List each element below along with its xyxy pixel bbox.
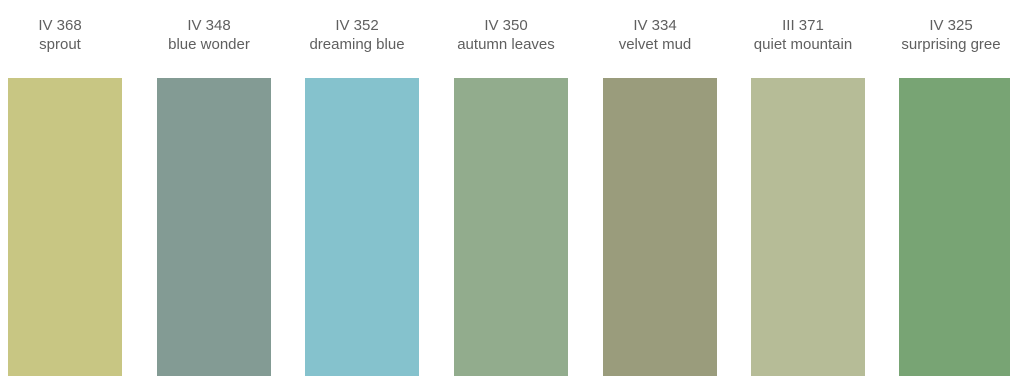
swatch-chip — [751, 78, 865, 376]
swatch-chip — [8, 78, 122, 376]
swatch-name: sprout — [39, 36, 81, 53]
swatch-3: IV 352 dreaming blue — [297, 0, 445, 376]
swatch-code: IV 348 — [187, 17, 231, 34]
swatch-code: IV 352 — [335, 17, 379, 34]
swatch-code: III 371 — [782, 17, 824, 34]
swatch-name: velvet mud — [618, 36, 692, 53]
swatch-4: IV 350 autumn leaves — [446, 0, 594, 376]
swatch-chip — [157, 78, 271, 376]
swatch-name: quiet mountain — [753, 36, 853, 53]
swatch-1: IV 368 sprout — [0, 0, 148, 376]
swatch-6: III 371 quiet mountain — [743, 0, 891, 376]
swatch-7: IV 325 surprising gree — [891, 0, 1010, 376]
swatch-code: IV 368 — [38, 17, 82, 34]
swatch-name: dreaming blue — [309, 36, 405, 53]
swatch-name: surprising gree — [901, 36, 1001, 53]
swatch-chip — [305, 78, 419, 376]
swatch-chip — [899, 78, 1010, 376]
swatch-chip — [603, 78, 717, 376]
swatch-code: IV 334 — [633, 17, 677, 34]
swatch-name: blue wonder — [168, 36, 250, 53]
swatch-code: IV 350 — [484, 17, 528, 34]
swatch-name: autumn leaves — [457, 36, 555, 53]
swatch-5: IV 334 velvet mud — [595, 0, 743, 376]
swatch-code: IV 325 — [929, 17, 973, 34]
swatch-chip — [454, 78, 568, 376]
swatch-2: IV 348 blue wonder — [149, 0, 297, 376]
